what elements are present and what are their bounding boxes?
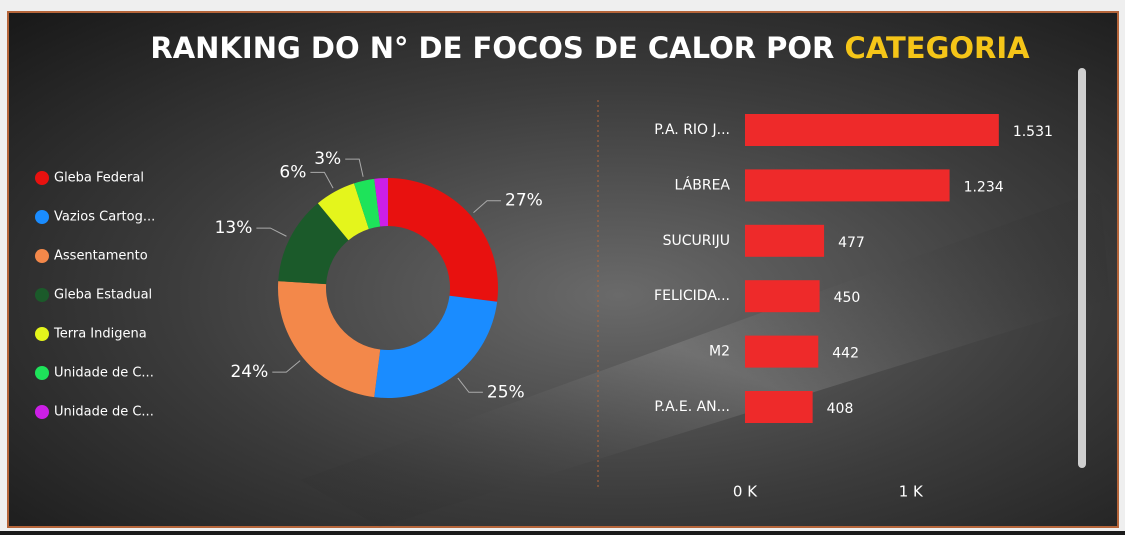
leader-line (310, 171, 334, 189)
data-label: 442 (832, 346, 859, 362)
donut-slice (374, 178, 388, 227)
leader-line (256, 227, 287, 237)
x-tick-label: 1 K (899, 483, 924, 501)
donut-slice (388, 178, 498, 302)
data-label: 3% (314, 149, 341, 169)
data-label: 1.234 (964, 179, 1004, 195)
category-label: SUCURIJU (663, 233, 730, 249)
category-label: P.A. RIO J... (654, 122, 730, 138)
data-label: 1.531 (1013, 124, 1053, 140)
title-text: RANKING DO N° DE FOCOS DE CALOR POR (150, 31, 834, 65)
legend-marker (35, 405, 49, 419)
data-label: 24% (230, 362, 268, 382)
category-label: FELICIDA... (654, 288, 730, 304)
donut-slice (317, 183, 369, 241)
leader-line (473, 200, 502, 213)
legend-label: Gleba Estadual (54, 288, 152, 303)
bar (745, 114, 999, 146)
donut-slice (278, 281, 381, 398)
legend-marker (35, 171, 49, 185)
data-label: 13% (215, 218, 253, 238)
legend-marker (35, 366, 49, 380)
legend-label: Unidade de C... (54, 405, 154, 420)
data-label: 477 (838, 235, 865, 251)
data-label: 450 (834, 290, 861, 306)
donut-slice (354, 178, 381, 230)
category-label: M2 (709, 344, 730, 360)
legend-label: Gleba Federal (54, 171, 144, 186)
donut-slice (374, 295, 498, 399)
smoke-streak (300, 190, 1110, 527)
title: RANKING DO N° DE FOCOS DE CALOR POR CATE… (150, 31, 1030, 65)
leader-line (345, 158, 364, 177)
data-label: 27% (505, 191, 543, 211)
data-label: 408 (827, 401, 854, 417)
x-tick-label: 0 K (733, 483, 758, 501)
leader-line (272, 360, 301, 373)
bar (745, 224, 825, 257)
legend-label: Unidade de C... (54, 366, 154, 381)
category-label: P.A.E. AN... (654, 399, 730, 415)
scrollbar (1078, 68, 1086, 468)
bar (745, 169, 950, 202)
legend-label: Terra Indigena (53, 327, 147, 342)
legend-marker (35, 210, 49, 224)
legend-marker (35, 327, 49, 341)
legend-label: Assentamento (54, 249, 148, 264)
category-label: LÁBREA (675, 176, 731, 193)
donut-slice (278, 203, 349, 285)
bar (745, 280, 820, 313)
legend-marker (35, 288, 49, 302)
legend-marker (35, 249, 49, 263)
legend-label: Vazios Cartog... (54, 210, 155, 225)
data-label: 6% (279, 162, 306, 182)
title-highlight: CATEGORIA (845, 31, 1031, 65)
bar (745, 335, 819, 368)
leader-line (457, 377, 483, 393)
bar (745, 391, 813, 423)
data-label: 25% (487, 382, 525, 402)
